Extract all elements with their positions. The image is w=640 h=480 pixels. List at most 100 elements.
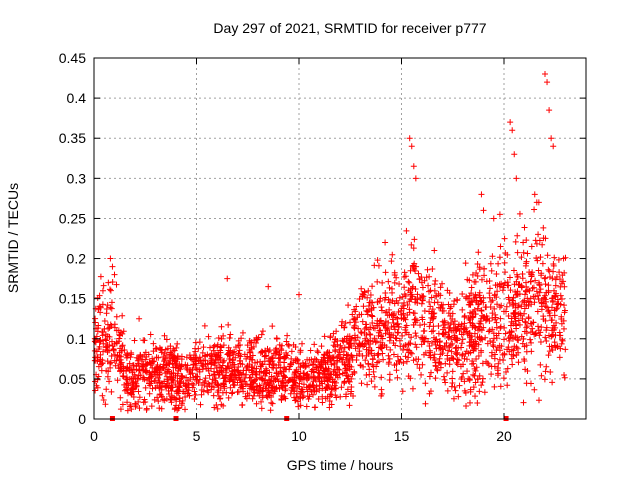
data-point (161, 332, 168, 339)
data-point (374, 299, 381, 306)
data-point (404, 301, 411, 308)
data-point (276, 341, 283, 348)
data-point (173, 344, 180, 351)
data-point (275, 371, 282, 378)
data-point (221, 357, 228, 364)
data-point (331, 385, 338, 392)
data-point (451, 332, 458, 339)
data-point (280, 380, 287, 387)
data-point (478, 347, 485, 354)
data-point (113, 327, 120, 334)
data-point (428, 294, 435, 301)
data-point (156, 364, 163, 371)
data-point (155, 374, 162, 381)
data-point (331, 361, 338, 368)
data-point (391, 300, 398, 307)
data-point (370, 368, 377, 375)
data-point (206, 381, 213, 388)
data-point (335, 353, 342, 360)
data-point (541, 376, 548, 383)
data-point (383, 344, 390, 351)
data-point (193, 373, 200, 380)
data-point (339, 370, 346, 377)
data-point (402, 353, 409, 360)
data-point (411, 236, 418, 243)
data-point (182, 382, 189, 389)
data-point (202, 361, 209, 368)
data-point (445, 321, 452, 328)
data-point (447, 342, 454, 349)
data-point (215, 335, 222, 342)
data-point (545, 266, 552, 273)
data-point (441, 376, 448, 383)
data-point (538, 306, 545, 313)
data-point (266, 369, 273, 376)
data-point (479, 360, 486, 367)
data-point (281, 373, 288, 380)
data-point (165, 391, 172, 398)
data-point (490, 215, 497, 222)
data-point (501, 259, 508, 266)
data-point (452, 336, 459, 343)
data-point (406, 298, 413, 305)
data-point (475, 341, 482, 348)
data-point (535, 267, 542, 274)
data-point (158, 386, 165, 393)
data-point (239, 401, 246, 408)
data-point (286, 342, 293, 349)
data-point (246, 374, 253, 381)
data-point (319, 399, 326, 406)
data-point (512, 300, 519, 307)
data-point (395, 323, 402, 330)
data-point (551, 307, 558, 314)
data-point (413, 332, 420, 339)
data-point (444, 287, 451, 294)
data-point (169, 394, 176, 401)
data-point (466, 376, 473, 383)
data-point (467, 301, 474, 308)
data-point (408, 143, 415, 150)
data-point (306, 357, 313, 364)
data-point (105, 279, 112, 286)
data-point (543, 363, 550, 370)
data-point (437, 292, 444, 299)
data-point (136, 315, 143, 322)
data-point (550, 322, 557, 329)
data-point (394, 374, 401, 381)
data-point (444, 347, 451, 354)
data-point (419, 284, 426, 291)
data-point (475, 249, 482, 256)
data-point (537, 339, 544, 346)
data-point (390, 319, 397, 326)
data-point (553, 301, 560, 308)
data-point (399, 303, 406, 310)
data-point (470, 360, 477, 367)
data-point (561, 374, 568, 381)
data-point (192, 391, 199, 398)
data-point (267, 407, 274, 414)
data-point (138, 363, 145, 370)
data-point (336, 349, 343, 356)
data-point (472, 379, 479, 386)
data-point (119, 342, 126, 349)
data-point (323, 384, 330, 391)
data-point (278, 370, 285, 377)
data-point (458, 340, 465, 347)
data-point (341, 361, 348, 368)
data-point (311, 355, 318, 362)
data-point (160, 354, 167, 361)
data-point (437, 344, 444, 351)
data-point (400, 346, 407, 353)
data-point (263, 352, 270, 359)
data-point (454, 350, 461, 357)
data-point (403, 227, 410, 234)
data-point (540, 300, 547, 307)
data-point (346, 378, 353, 385)
data-point (100, 282, 107, 289)
data-point (371, 335, 378, 342)
data-point (426, 390, 433, 397)
data-point (283, 366, 290, 373)
data-point (344, 386, 351, 393)
data-point (468, 284, 475, 291)
data-point (136, 405, 143, 412)
